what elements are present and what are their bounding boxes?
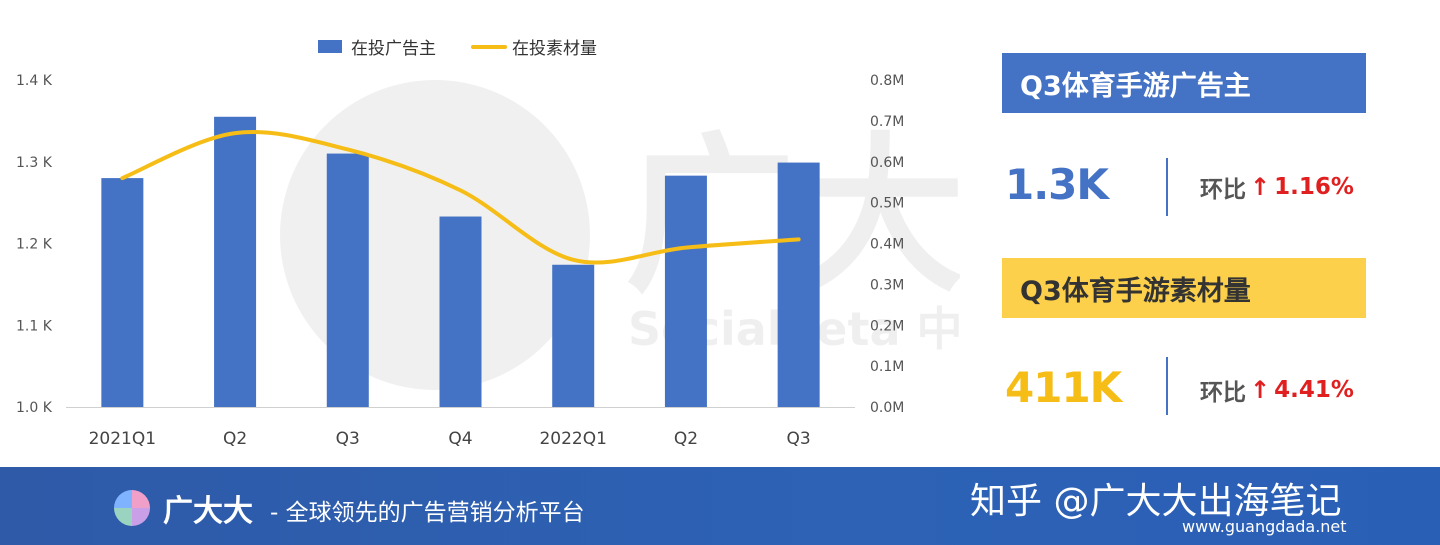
category-label: Q3 [787,429,811,449]
left-tick-label: 1.3 K [16,155,53,171]
advertisers-divider [1166,158,1168,216]
legend-bar-label: 在投广告主 [351,39,436,59]
advertisers-card-title: Q3体育手游广告主 [1002,53,1366,113]
zhihu-credit: 知乎 @广大大出海笔记 [970,481,1342,522]
series-line [120,130,801,265]
category-label: Q2 [223,429,247,449]
up-arrow-icon: ↑ [1250,173,1271,201]
right-tick-label: 0.5M [870,196,904,212]
right-tick-label: 0.8M [870,73,904,89]
up-arrow-icon: ↑ [1250,376,1271,404]
site-url: www.guangdada.net [1182,517,1347,536]
category-label: 2021Q1 [89,429,156,449]
right-tick-label: 0.6M [870,155,904,171]
creatives-change-percent: 4.41% [1274,377,1354,403]
legend: 在投广告主 在投素材量 [318,39,597,59]
creatives-value: 411K [1005,363,1122,412]
advertisers-change: 环比 ↑ 1.16% [1200,170,1354,204]
right-tick-label: 0.4M [870,237,904,253]
brand-slogan: - 全球领先的广告营销分析平台 [270,500,585,526]
category-label: Q2 [674,429,698,449]
right-tick-label: 0.2M [870,318,904,334]
left-tick-label: 1.0 K [16,400,53,416]
footer-banner: 广大大 - 全球领先的广告营销分析平台 知乎 @广大大出海笔记 www.guan… [0,467,1440,545]
category-label: Q4 [448,429,472,449]
bar [664,175,707,407]
brand-logo-icon [114,490,150,526]
left-tick-label: 1.1 K [16,318,53,334]
combo-chart: 广大大 SocialPeta 中国站 在投广告主 在投素材量 1.0 K1.1 … [16,39,960,449]
right-axis-ticks: 0.0M 0.1M 0.2M 0.3M 0.4M 0.5M 0.6M 0.7M 0.8M [870,73,904,416]
bar [777,162,820,407]
category-label: Q3 [336,429,360,449]
legend-bar-swatch [318,40,342,53]
right-tick-label: 0.0M [870,400,904,416]
creatives-divider [1166,357,1168,415]
right-tick-label: 0.7M [870,114,904,130]
bar [552,264,595,407]
left-tick-label: 1.4 K [16,73,53,89]
advertisers-change-label: 环比 [1200,177,1246,203]
creatives-card-title: Q3体育手游素材量 [1002,258,1366,318]
right-tick-label: 0.1M [870,359,904,375]
line-series [120,130,801,265]
creatives-change-label: 环比 [1200,380,1246,406]
bar-series [101,116,820,407]
advertisers-value: 1.3K [1005,160,1109,209]
category-labels: 2021Q1 Q2 Q3 Q4 2022Q1 Q2 Q3 [89,429,811,449]
creatives-change: 环比 ↑ 4.41% [1200,373,1354,407]
bar [326,153,369,407]
left-axis-ticks: 1.0 K 1.1 K 1.2 K 1.3 K 1.4 K [16,73,53,416]
legend-line-label: 在投素材量 [512,39,597,59]
left-tick-label: 1.2 K [16,237,53,253]
advertisers-change-percent: 1.16% [1274,174,1354,200]
watermark-logo-icon [280,80,590,390]
bar [439,216,482,407]
bar [214,116,257,407]
right-tick-label: 0.3M [870,277,904,293]
category-label: 2022Q1 [539,429,606,449]
bar [101,178,144,407]
brand-name: 广大大 [163,494,253,529]
